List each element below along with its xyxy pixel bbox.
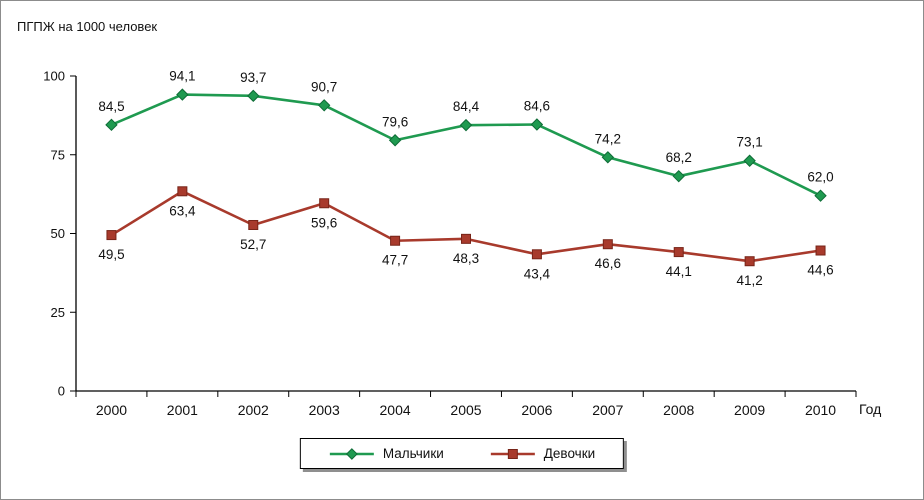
svg-text:2002: 2002 xyxy=(238,402,269,418)
svg-text:46,6: 46,6 xyxy=(595,256,621,271)
legend-label-boys: Мальчики xyxy=(382,446,444,461)
svg-text:50: 50 xyxy=(51,226,65,241)
svg-text:2004: 2004 xyxy=(380,402,411,418)
svg-text:93,7: 93,7 xyxy=(240,70,266,85)
svg-text:62,0: 62,0 xyxy=(807,170,833,185)
svg-text:59,6: 59,6 xyxy=(311,215,337,230)
svg-text:2005: 2005 xyxy=(450,402,481,418)
svg-text:73,1: 73,1 xyxy=(736,135,762,150)
svg-text:74,2: 74,2 xyxy=(595,131,621,146)
svg-text:41,2: 41,2 xyxy=(736,273,762,288)
girls-series-swatch-icon xyxy=(490,448,535,459)
svg-text:2001: 2001 xyxy=(167,402,198,418)
svg-text:79,6: 79,6 xyxy=(382,114,408,129)
svg-text:2000: 2000 xyxy=(96,402,127,418)
svg-text:2003: 2003 xyxy=(309,402,340,418)
svg-text:94,1: 94,1 xyxy=(169,69,195,84)
svg-text:0: 0 xyxy=(58,384,65,399)
svg-text:43,4: 43,4 xyxy=(524,266,551,281)
svg-text:25: 25 xyxy=(51,305,65,320)
chart-title: ПГПЖ на 1000 человек xyxy=(17,19,158,34)
svg-text:90,7: 90,7 xyxy=(311,79,337,94)
svg-text:84,5: 84,5 xyxy=(98,99,124,114)
svg-text:84,4: 84,4 xyxy=(453,99,480,114)
svg-text:2006: 2006 xyxy=(521,402,552,418)
chart-legend: Мальчики Девочки xyxy=(299,438,625,469)
svg-text:52,7: 52,7 xyxy=(240,237,266,252)
svg-text:2010: 2010 xyxy=(805,402,836,418)
svg-text:44,1: 44,1 xyxy=(666,264,692,279)
svg-text:47,7: 47,7 xyxy=(382,253,408,268)
svg-text:48,3: 48,3 xyxy=(453,251,479,266)
boys-series-swatch-icon xyxy=(329,447,374,460)
svg-text:100: 100 xyxy=(43,69,65,84)
svg-text:2009: 2009 xyxy=(734,402,765,418)
x-axis-title: Год xyxy=(859,401,882,417)
svg-text:44,6: 44,6 xyxy=(807,263,833,278)
svg-text:84,6: 84,6 xyxy=(524,99,550,114)
svg-text:75: 75 xyxy=(51,147,65,162)
legend-label-girls: Девочки xyxy=(543,446,596,461)
svg-text:63,4: 63,4 xyxy=(169,203,196,218)
legend-item-girls: Девочки xyxy=(490,446,595,461)
svg-text:2007: 2007 xyxy=(592,402,623,418)
line-chart-canvas: 0 25 50 75 100 2000 2001 2002 2003 2004 2005 2006 20… xyxy=(43,69,857,418)
legend-item-boys: Мальчики xyxy=(329,446,444,461)
svg-text:2008: 2008 xyxy=(663,402,694,418)
svg-text:68,2: 68,2 xyxy=(666,150,692,165)
svg-text:49,5: 49,5 xyxy=(98,247,124,262)
